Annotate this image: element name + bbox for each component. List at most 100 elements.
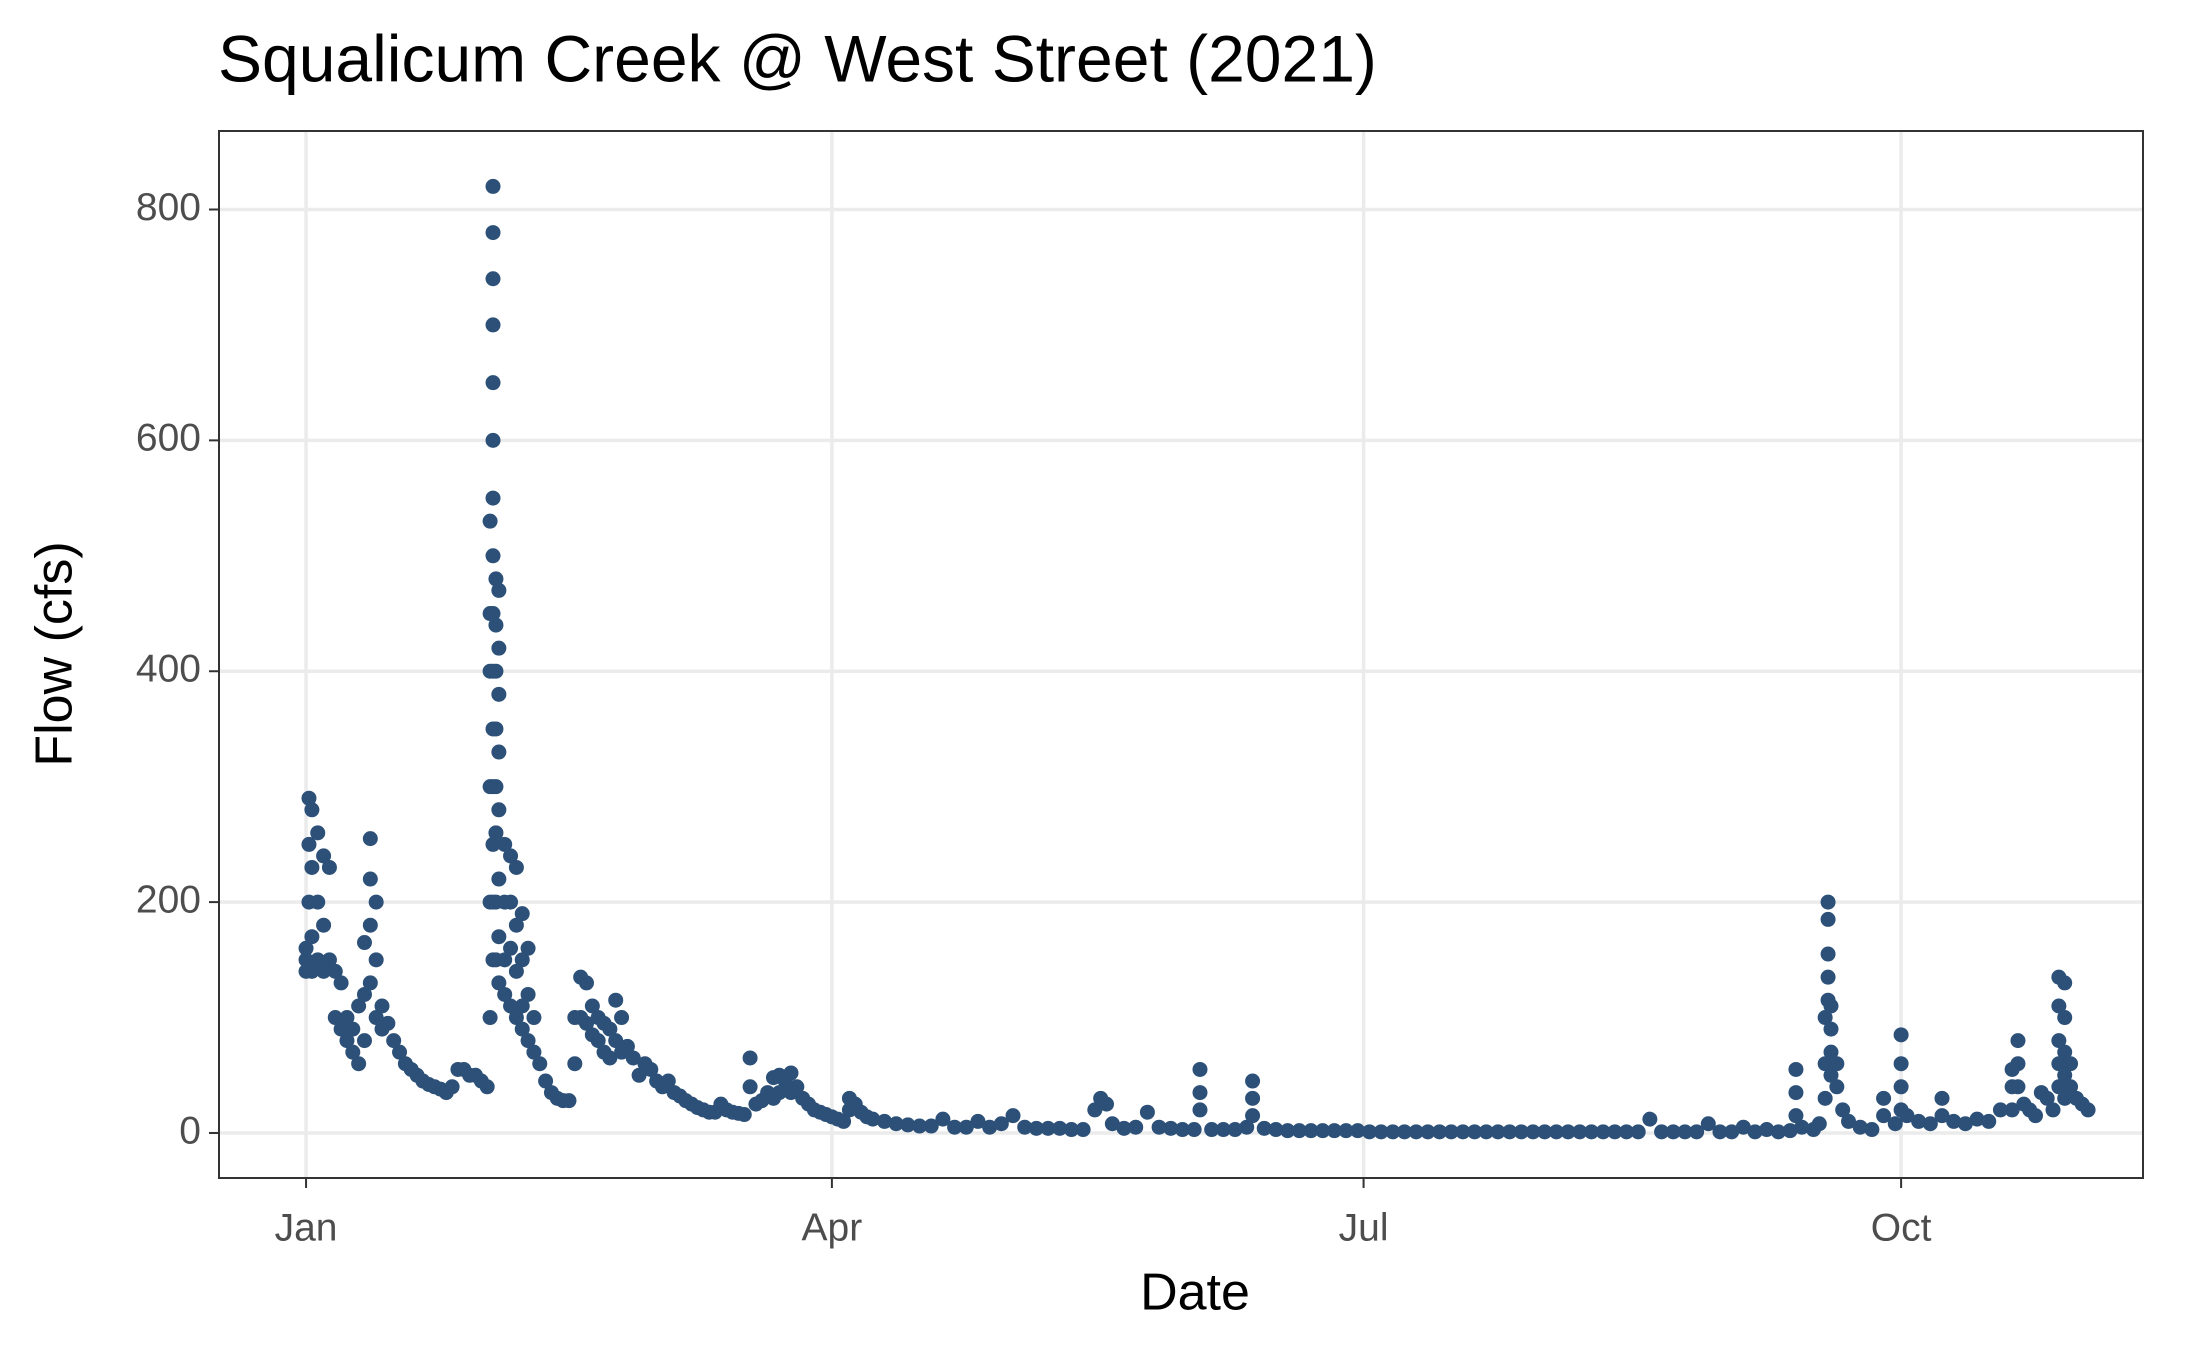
- y-tick-label: 200: [136, 878, 201, 921]
- point: [485, 548, 501, 564]
- point: [514, 906, 530, 922]
- point: [579, 975, 595, 991]
- point: [392, 1044, 408, 1060]
- point: [1116, 1120, 1132, 1136]
- point: [1455, 1124, 1471, 1140]
- point: [1548, 1124, 1564, 1140]
- point: [508, 859, 524, 875]
- point: [514, 952, 530, 968]
- y-tick-label: 0: [179, 1109, 201, 1152]
- point: [488, 825, 504, 841]
- point: [1677, 1124, 1693, 1140]
- point: [491, 871, 507, 887]
- point: [2051, 1056, 2067, 1072]
- point: [1192, 1085, 1208, 1101]
- point: [567, 1056, 583, 1072]
- point: [865, 1111, 881, 1127]
- point: [444, 1079, 460, 1095]
- point: [1005, 1108, 1021, 1124]
- point: [362, 917, 378, 933]
- point: [304, 929, 320, 945]
- point: [333, 1021, 349, 1037]
- point: [485, 225, 501, 241]
- x-tick-label: Apr: [802, 1206, 863, 1249]
- y-tick-label: 600: [136, 417, 201, 460]
- point: [333, 975, 349, 991]
- point: [520, 940, 536, 956]
- point: [1820, 946, 1836, 962]
- point: [1245, 1090, 1261, 1106]
- point: [1817, 1090, 1833, 1106]
- point: [1782, 1123, 1798, 1139]
- point: [1876, 1108, 1892, 1124]
- point: [368, 1010, 384, 1026]
- point: [1560, 1124, 1576, 1140]
- y-tick-label: 400: [136, 648, 201, 691]
- point: [579, 1015, 595, 1031]
- point: [508, 1010, 524, 1026]
- point: [1291, 1123, 1307, 1139]
- point: [488, 779, 504, 795]
- point: [1151, 1119, 1167, 1135]
- point: [532, 1056, 548, 1072]
- point: [608, 1033, 624, 1049]
- point: [351, 1056, 367, 1072]
- point: [1820, 894, 1836, 910]
- point: [1087, 1102, 1103, 1118]
- point: [631, 1067, 647, 1083]
- point: [321, 859, 337, 875]
- point: [1385, 1124, 1401, 1140]
- point: [508, 917, 524, 933]
- point: [1747, 1124, 1763, 1140]
- point: [783, 1065, 799, 1081]
- point: [485, 836, 501, 852]
- point: [742, 1050, 758, 1066]
- point: [526, 1010, 542, 1026]
- point: [488, 571, 504, 587]
- point: [2010, 1056, 2026, 1072]
- chart-title: Squalicum Creek @ West Street (2021): [218, 21, 1377, 95]
- point: [1408, 1124, 1424, 1140]
- point: [479, 1079, 495, 1095]
- point: [321, 952, 337, 968]
- point: [1700, 1116, 1716, 1132]
- point: [1759, 1122, 1775, 1138]
- point: [1788, 1108, 1804, 1124]
- point: [1063, 1122, 1079, 1138]
- point: [1186, 1122, 1202, 1138]
- point: [561, 1093, 577, 1109]
- point: [485, 375, 501, 391]
- point: [368, 894, 384, 910]
- point: [660, 1073, 676, 1089]
- point: [1174, 1122, 1190, 1138]
- point: [497, 952, 513, 968]
- point: [935, 1111, 951, 1127]
- point: [514, 998, 530, 1014]
- point: [2057, 975, 2073, 991]
- point: [1350, 1123, 1366, 1139]
- point: [2057, 1010, 2073, 1026]
- point: [2063, 1079, 2079, 1095]
- point: [1835, 1102, 1851, 1118]
- point: [2051, 998, 2067, 1014]
- point: [1192, 1061, 1208, 1077]
- point: [1075, 1122, 1091, 1138]
- point: [876, 1113, 892, 1129]
- point: [2080, 1102, 2096, 1118]
- point: [351, 998, 367, 1014]
- point: [1724, 1124, 1740, 1140]
- point: [1829, 1056, 1845, 1072]
- point: [2010, 1033, 2026, 1049]
- point: [488, 721, 504, 737]
- point: [1820, 911, 1836, 927]
- x-tick-label: Oct: [1871, 1206, 1932, 1249]
- point: [1817, 1056, 1833, 1072]
- point: [1794, 1119, 1810, 1135]
- point: [1922, 1116, 1938, 1132]
- point: [1823, 1044, 1839, 1060]
- point: [327, 1010, 343, 1026]
- point: [316, 917, 332, 933]
- point: [491, 744, 507, 760]
- point: [1607, 1124, 1623, 1140]
